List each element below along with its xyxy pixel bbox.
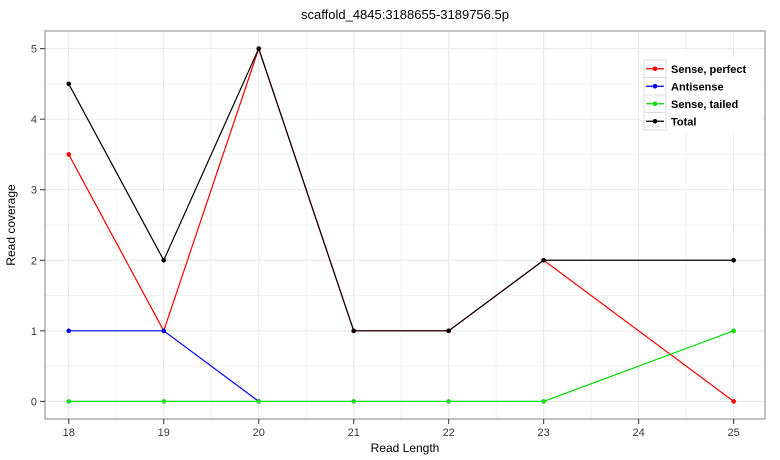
series-sense-tailed xyxy=(66,328,736,404)
legend-key-point-sense-perfect xyxy=(652,66,658,72)
y-axis: 0 1 2 3 4 5 xyxy=(31,44,45,408)
legend-key-point-sense-tailed xyxy=(652,101,658,107)
legend-label-sense-tailed: Sense, tailed xyxy=(671,99,738,111)
data-point-total xyxy=(161,257,167,263)
data-point-sense-tailed xyxy=(446,399,451,404)
x-tick-label: 19 xyxy=(158,427,170,439)
data-point-antisense xyxy=(161,328,167,334)
x-axis: 18 19 20 21 22 23 24 25 xyxy=(63,419,740,439)
panel-border xyxy=(44,30,766,420)
data-point-sense-tailed xyxy=(541,399,546,404)
minor-gridlines xyxy=(45,31,765,419)
data-point-total xyxy=(541,257,546,263)
data-point-total xyxy=(256,46,262,51)
legend-label-sense-perfect: Sense, perfect xyxy=(671,64,747,76)
y-axis-title: Read coverage xyxy=(4,184,18,266)
data-point-sense-tailed xyxy=(731,328,736,334)
data-point-total xyxy=(731,257,736,263)
series-total xyxy=(66,46,736,334)
data-point-sense-tailed xyxy=(351,399,357,404)
x-tick-label: 20 xyxy=(253,427,265,439)
y-tick-label: 4 xyxy=(31,114,37,126)
legend-label-antisense: Antisense xyxy=(671,81,724,93)
x-axis-title: Read Length xyxy=(371,441,440,455)
legend-label-total: Total xyxy=(671,116,696,128)
data-point-sense-tailed xyxy=(161,399,167,404)
legend-key-point-antisense xyxy=(652,83,658,89)
data-point-sense-tailed xyxy=(66,399,72,404)
data-point-antisense xyxy=(66,328,72,334)
data-point-total xyxy=(446,328,451,334)
y-tick-label: 5 xyxy=(31,44,37,56)
data-point-sense-tailed xyxy=(256,399,262,404)
data-point-sense-perfect xyxy=(66,152,72,157)
y-tick-label: 2 xyxy=(31,255,37,267)
y-tick-label: 1 xyxy=(31,326,37,338)
y-tick-label: 3 xyxy=(31,185,37,197)
x-tick-label: 24 xyxy=(633,427,645,439)
data-point-total xyxy=(351,328,357,334)
x-tick-label: 23 xyxy=(538,427,550,439)
legend-key-point-total xyxy=(652,118,658,124)
x-tick-label: 25 xyxy=(728,427,740,439)
x-tick-label: 21 xyxy=(348,427,360,439)
chart-title: scaffold_4845:3188655-3189756.5p xyxy=(301,7,509,22)
x-tick-label: 18 xyxy=(63,427,75,439)
legend: Sense, perfect Antisense Sense, tailed Tota… xyxy=(641,57,762,133)
data-point-total xyxy=(66,81,72,87)
y-tick-label: 0 xyxy=(31,396,37,408)
data-point-sense-perfect xyxy=(731,399,736,404)
x-tick-label: 22 xyxy=(443,427,455,439)
